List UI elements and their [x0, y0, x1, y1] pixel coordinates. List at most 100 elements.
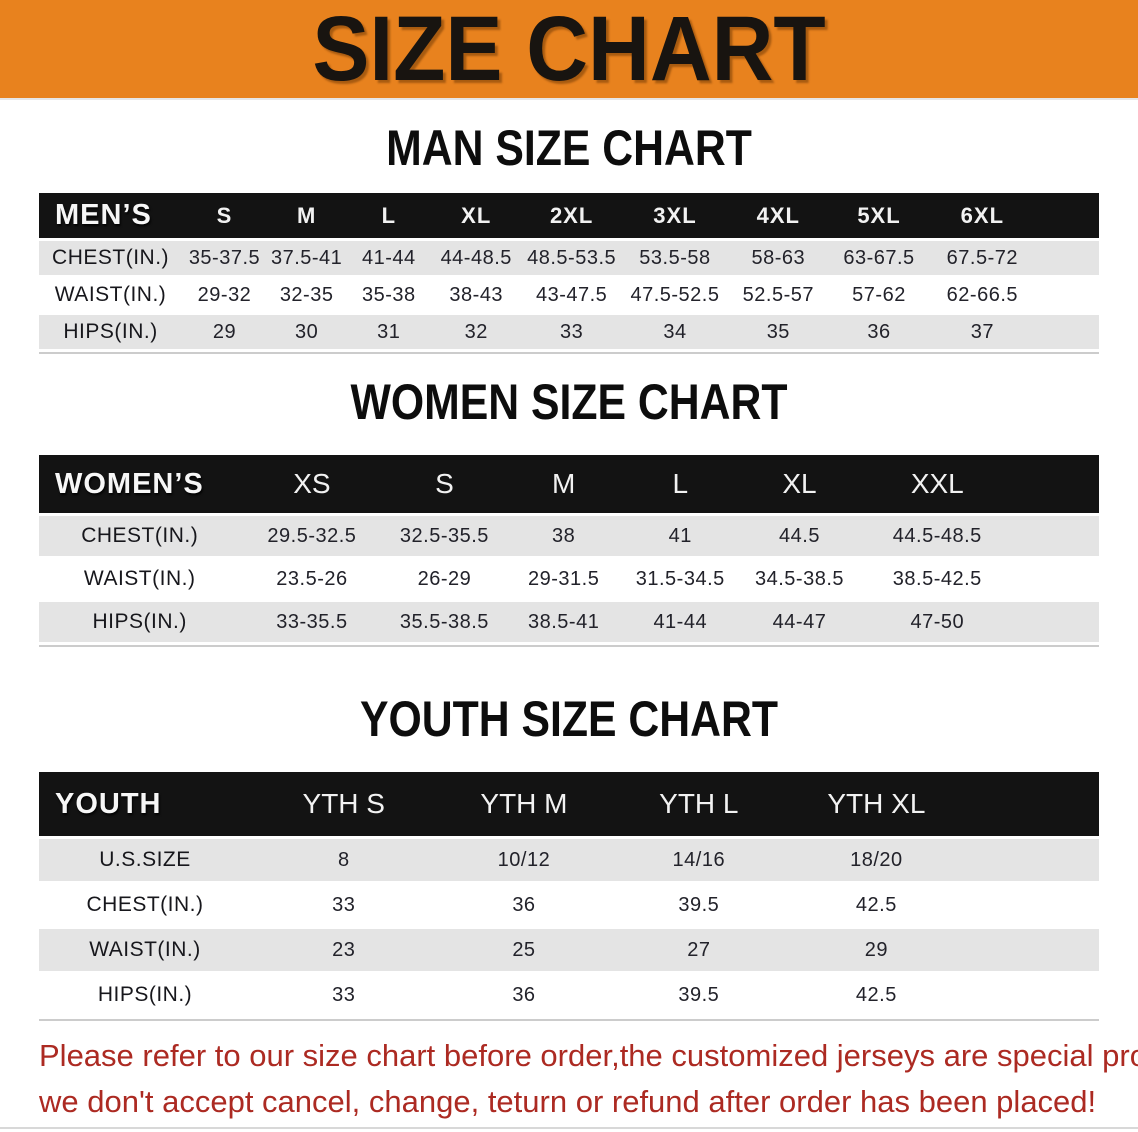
value-cell: 31: [377, 320, 401, 343]
banner: SIZE CHART: [0, 0, 1138, 100]
value-cell: 35-37.5: [188, 246, 261, 269]
size-header-cell: YTH XL: [827, 788, 926, 819]
value-cell: 37: [970, 320, 994, 343]
value-cell: 57-62: [852, 283, 906, 306]
disclaimer-line-1: Please refer to our size chart before or…: [39, 1038, 1138, 1073]
filler-cell: [966, 974, 1099, 1016]
value-cell: 32: [464, 320, 488, 343]
men-chest-row: CHEST(IN.) 35-37.5 37.5-41 41-44 44-48.5…: [39, 241, 1099, 275]
value-cell: 47.5-52.5: [630, 283, 720, 306]
size-header-cell: YTH L: [659, 788, 739, 819]
row-label-cell: CHEST(IN.): [81, 524, 199, 547]
value-cell: 43-47.5: [535, 283, 608, 306]
value-cell: 67.5-72: [946, 246, 1019, 269]
banner-title: SIZE CHART: [312, 0, 826, 100]
value-cell: 35.5-38.5: [399, 610, 489, 633]
value-cell: 37.5-41: [270, 246, 343, 269]
men-section-title: MAN SIZE CHART: [386, 118, 752, 176]
youth-header-row: YOUTH YTH S YTH M YTH L YTH XL: [39, 772, 1099, 836]
men-waist-row: WAIST(IN.) 29-32 32-35 35-38 38-43 43-47…: [39, 278, 1099, 312]
women-section-title: WOMEN SIZE CHART: [350, 372, 788, 430]
row-label-cell: HIPS(IN.): [63, 320, 158, 343]
value-cell: 38: [552, 524, 576, 547]
men-hips-row: HIPS(IN.) 29 30 31 32 33 34 35 36 37: [39, 315, 1099, 349]
filler-cell: [966, 839, 1099, 881]
size-header-cell: XS: [293, 468, 331, 499]
size-header-cell: S: [216, 202, 233, 228]
value-cell: 10/12: [497, 848, 551, 871]
value-cell: 58-63: [751, 246, 806, 269]
size-header-cell: M: [296, 202, 317, 228]
value-cell: 23.5-26: [276, 567, 348, 590]
size-header-cell: L: [672, 468, 689, 499]
value-cell: 47-50: [910, 610, 965, 633]
filler-cell: [1014, 516, 1099, 556]
value-cell: 44.5: [779, 524, 820, 547]
value-cell: 41-44: [653, 610, 708, 633]
size-header-cell: 5XL: [857, 202, 901, 228]
youth-size-table: YOUTH YTH S YTH M YTH L YTH XL U.S.SIZE …: [39, 769, 1099, 1021]
youth-chest-row: CHEST(IN.) 33 36 39.5 42.5: [39, 884, 1099, 926]
value-cell: 34: [663, 320, 687, 343]
row-label-cell: HIPS(IN.): [97, 983, 193, 1006]
size-header-cell: XXL: [910, 468, 964, 499]
value-cell: 36: [512, 893, 536, 916]
row-label-cell: WAIST(IN.): [54, 283, 167, 306]
filler-cell: [1014, 559, 1099, 599]
value-cell: 31.5-34.5: [635, 567, 725, 590]
value-cell: 42.5: [855, 893, 897, 916]
row-label-cell: WAIST(IN.): [83, 567, 196, 590]
size-header-cell: 2XL: [549, 202, 594, 228]
value-cell: 48.5-53.5: [527, 246, 617, 269]
size-header-cell: YTH S: [302, 788, 385, 819]
size-header-cell: 3XL: [653, 202, 697, 228]
value-cell: 63-67.5: [843, 246, 915, 269]
value-cell: 52.5-57: [742, 283, 814, 306]
size-header-cell: S: [435, 468, 454, 499]
value-cell: 33: [332, 893, 356, 916]
value-cell: 38.5-42.5: [892, 567, 982, 590]
youth-ussize-row: U.S.SIZE 8 10/12 14/16 18/20: [39, 839, 1099, 881]
value-cell: 35: [766, 320, 790, 343]
youth-waist-row: WAIST(IN.) 23 25 27 29: [39, 929, 1099, 971]
filler-cell: [1014, 455, 1099, 513]
value-cell: 62-66.5: [946, 283, 1019, 306]
value-cell: 32-35: [279, 283, 334, 306]
value-cell: 39.5: [678, 983, 720, 1006]
value-cell: 44-47: [772, 610, 827, 633]
filler-cell: [966, 772, 1099, 836]
men-header-row: MEN’S S M L XL 2XL 3XL 4XL 5XL 6XL: [39, 193, 1099, 238]
women-hips-row: HIPS(IN.) 33-35.5 35.5-38.5 38.5-41 41-4…: [39, 602, 1099, 642]
youth-section-title: YOUTH SIZE CHART: [359, 689, 778, 747]
size-header-cell: XL: [782, 468, 817, 499]
value-cell: 41-44: [361, 246, 416, 269]
value-cell: 33: [332, 983, 356, 1006]
value-cell: 27: [687, 938, 711, 961]
youth-corner-label: YOUTH: [55, 787, 162, 820]
filler-cell: [966, 929, 1099, 971]
value-cell: 35-38: [361, 283, 416, 306]
women-corner-label: WOMEN’S: [55, 467, 204, 500]
value-cell: 41: [668, 524, 692, 547]
value-cell: 32.5-35.5: [399, 524, 489, 547]
value-cell: 30: [295, 320, 319, 343]
filler-cell: [1035, 278, 1099, 312]
value-cell: 44-48.5: [440, 246, 512, 269]
value-cell: 26-29: [417, 567, 472, 590]
value-cell: 34.5-38.5: [755, 567, 845, 590]
value-cell: 29: [864, 938, 888, 961]
row-label-cell: CHEST(IN.): [52, 246, 170, 269]
size-header-cell: 4XL: [756, 202, 800, 228]
value-cell: 18/20: [850, 848, 903, 871]
size-header-cell: XL: [461, 202, 492, 228]
value-cell: 33: [560, 320, 584, 343]
size-header-cell: M: [552, 468, 576, 499]
value-cell: 25: [512, 938, 536, 961]
value-cell: 39.5: [678, 893, 720, 916]
women-size-table: WOMEN’S XS S M L XL XXL CHEST(IN.) 29.5-…: [39, 452, 1099, 647]
filler-cell: [1035, 315, 1099, 349]
value-cell: 29: [212, 320, 237, 343]
row-label-cell: HIPS(IN.): [92, 610, 187, 633]
men-corner-label: MEN’S: [55, 199, 152, 231]
value-cell: 42.5: [855, 983, 897, 1006]
